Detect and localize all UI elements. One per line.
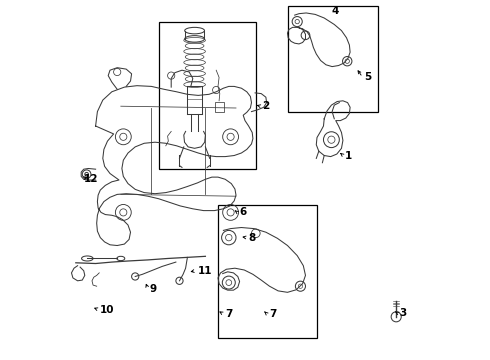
- Bar: [218, 205, 317, 338]
- Text: 9: 9: [149, 284, 157, 294]
- Bar: [288, 6, 378, 112]
- Text: 10: 10: [100, 305, 115, 315]
- Text: 5: 5: [365, 72, 372, 82]
- Text: 2: 2: [262, 101, 270, 111]
- Text: 4: 4: [331, 6, 339, 16]
- Text: 7: 7: [225, 309, 233, 319]
- Bar: [216, 102, 224, 112]
- Text: 3: 3: [400, 308, 407, 318]
- Text: 8: 8: [248, 233, 256, 243]
- Text: 6: 6: [239, 207, 246, 217]
- Text: 7: 7: [269, 309, 276, 319]
- Text: 11: 11: [197, 266, 212, 276]
- Text: 12: 12: [84, 174, 98, 184]
- Text: 1: 1: [345, 150, 352, 161]
- Bar: [159, 22, 256, 169]
